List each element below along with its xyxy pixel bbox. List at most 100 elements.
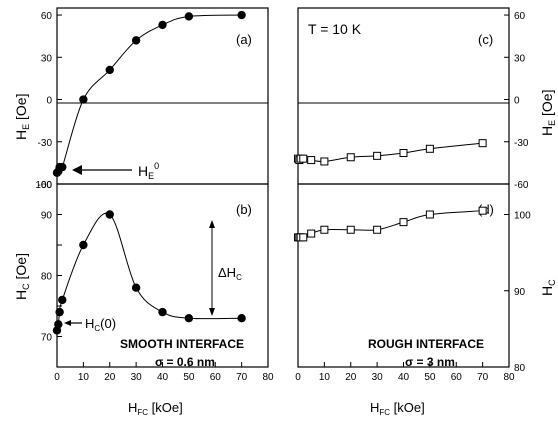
delta-hc-arrowhead-down (209, 308, 215, 316)
panel-b-series-line (56, 212, 242, 331)
panel-c-data-point (307, 156, 316, 165)
panel-a-label: (a) (236, 32, 252, 47)
panel-b-data-point (184, 314, 194, 323)
panel-c-ytick-label: -30 (514, 138, 529, 149)
panel-c-ytick-label: 60 (514, 11, 526, 22)
panel-a-ytick-label: 0 (46, 96, 52, 107)
panel-b-ytick-label: 90 (41, 211, 53, 222)
panel-c-data-point (478, 139, 487, 148)
panel-d-xtick-label: 10 (319, 372, 331, 383)
panel-b-ytick-label: 80 (41, 272, 53, 283)
panel-b-data-point (131, 283, 141, 292)
panel-d-xtick-label: 60 (451, 372, 463, 383)
panel-b-xtick-label: 50 (183, 372, 195, 383)
panel-d-ytick-label: 90 (514, 287, 526, 298)
panel-b-ytick-label: 100 (35, 180, 52, 191)
panel-d-xtick-label: 0 (295, 372, 301, 383)
panel-b-data-point (58, 295, 67, 305)
panel-b-points (52, 210, 246, 335)
panel-c-yticks: -60 -30 0 30 60 (504, 11, 529, 191)
panel-c-ytick-label: -60 (514, 180, 529, 191)
panel-d-xtick-label: 40 (398, 372, 410, 383)
delta-hc-label: ΔHC (218, 265, 242, 282)
panel-a-data-point (158, 20, 167, 30)
smooth-sigma-label: σ = 0.6 nm (155, 355, 215, 369)
panel-a-points (52, 10, 246, 177)
panel-a-data-point (105, 65, 114, 75)
panel-d-points (294, 206, 487, 242)
panel-b-yticks: 70 80 90 100 (35, 180, 62, 368)
panel-c-ytick-label: 0 (514, 96, 520, 107)
rough-interface-label: ROUGH INTERFACE (368, 337, 484, 351)
hc0-label: HC(0) (85, 316, 116, 333)
panel-d-data-point (299, 233, 308, 242)
he0-annotation: HE0 (72, 161, 159, 181)
panel-d-xtick-label: 20 (345, 372, 357, 383)
panel-a-data-point (184, 12, 194, 21)
panel-c-data-point (320, 157, 329, 166)
panel-d-xtick-label: 30 (372, 372, 384, 383)
panel-b-xlabel: HFC [kOe] (128, 400, 183, 417)
panel-a-ytick-label: 30 (41, 53, 53, 64)
panel-b-xtick-label: 60 (210, 372, 222, 383)
smooth-interface-label: SMOOTH INTERFACE (120, 337, 244, 351)
panel-a-series-line (56, 14, 242, 174)
panel-c-ylabel: HE [Oe] (539, 90, 557, 137)
panel-a: (a) -60 -30 0 30 60 HE [Oe] HE0 (13, 7, 269, 191)
hc0-annotation: HC(0) (64, 316, 116, 333)
panel-d-ytick-label: 80 (514, 363, 526, 374)
panel-a-data-point (131, 36, 141, 45)
panel-b-xtick-label: 30 (131, 372, 143, 383)
panel-b-label: (b) (236, 202, 252, 217)
panel-c-points (294, 139, 487, 166)
panel-c-label: (c) (478, 32, 493, 47)
panel-b-xtick-label: 70 (236, 372, 248, 383)
panel-b-ytick-label: 70 (41, 333, 53, 344)
delta-hc-annotation: ΔHC (209, 220, 242, 316)
panel-c-data-point (373, 151, 382, 160)
panel-d-xtick-label: 50 (424, 372, 436, 383)
he0-arrowhead (72, 165, 82, 175)
hc0-arrowhead (64, 320, 71, 326)
panel-c: (c) T = 10 K -60 -30 0 30 60 HE [Oe] (294, 7, 557, 191)
panel-b-xtick-label: 0 (54, 372, 60, 383)
panel-b-xtick-label: 40 (157, 372, 169, 383)
panel-d-data-point (307, 229, 316, 238)
panel-a-data-point (237, 10, 246, 20)
panel-b-xtick-label: 10 (78, 372, 90, 383)
panel-d-data-point (425, 210, 434, 219)
panel-d-xtick-label: 80 (503, 372, 515, 383)
temperature-label: T = 10 K (308, 21, 362, 37)
panel-b-ylabel: HC [Oe] (13, 253, 31, 300)
panel-d-data-point (478, 206, 487, 215)
panel-d-data-point (346, 225, 355, 234)
panel-c-data-point (346, 153, 355, 162)
panel-a-data-point (79, 95, 88, 104)
panel-d-ylabel: HC (539, 279, 557, 296)
panel-d-xtick-label: 70 (477, 372, 489, 383)
panel-a-ylabel: HE [Oe] (13, 94, 31, 141)
panel-d-ytick-label: 100 (514, 211, 531, 222)
delta-hc-arrowhead-up (209, 220, 215, 228)
panel-c-data-point (399, 149, 408, 158)
panel-c-data-point (425, 144, 434, 153)
panel-d-data-point (320, 225, 329, 234)
rough-sigma-label: σ = 3 nm (405, 355, 455, 369)
panel-a-ytick-label: 60 (41, 11, 53, 22)
panel-c-data-point (299, 154, 308, 163)
panel-a-ytick-label: -30 (38, 138, 53, 149)
panel-b-data-point (79, 240, 88, 250)
panel-d-data-point (399, 218, 408, 227)
panel-d-xticks: 0 10 20 30 40 50 60 70 80 (295, 362, 515, 383)
panel-a-yticks: -60 -30 0 30 60 (38, 11, 62, 191)
he0-label: HE0 (138, 161, 159, 181)
panel-b-data-point (54, 320, 63, 329)
panel-b-xtick-label: 20 (104, 372, 116, 383)
panel-b-data-point (237, 314, 246, 323)
panel-c-ytick-label: 30 (514, 53, 526, 64)
panel-a-data-point (58, 162, 67, 172)
panel-b-xticks: 0 10 20 30 40 50 60 70 80 (54, 362, 274, 383)
panel-a-ytick-label: -60 (38, 180, 53, 191)
